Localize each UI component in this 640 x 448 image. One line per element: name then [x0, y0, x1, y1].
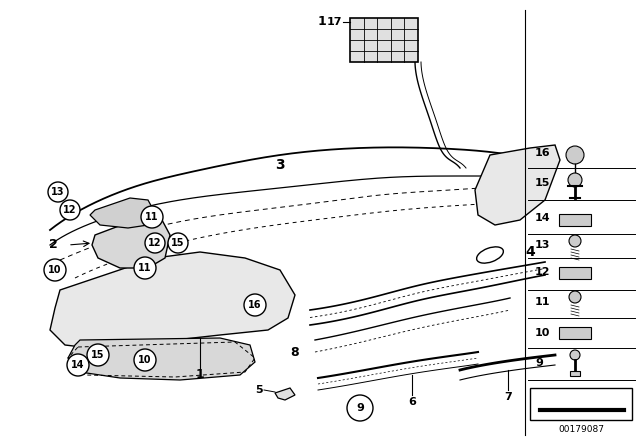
Text: 1: 1 — [318, 15, 327, 28]
Text: 12: 12 — [535, 267, 550, 277]
Text: 5: 5 — [255, 385, 263, 395]
Text: 6: 6 — [408, 397, 416, 407]
Text: 10: 10 — [48, 265, 61, 275]
Circle shape — [569, 291, 581, 303]
Text: 11: 11 — [138, 263, 152, 273]
Circle shape — [48, 182, 68, 202]
Text: 3: 3 — [275, 158, 285, 172]
Circle shape — [244, 294, 266, 316]
Bar — [530, 388, 632, 420]
Circle shape — [569, 235, 581, 247]
Text: 13: 13 — [535, 240, 550, 250]
Text: 17: 17 — [326, 17, 342, 27]
Circle shape — [134, 257, 156, 279]
Text: 13: 13 — [51, 187, 65, 197]
Bar — [350, 18, 418, 62]
Text: 00179087: 00179087 — [558, 426, 604, 435]
Circle shape — [67, 354, 89, 376]
Text: 2: 2 — [49, 238, 58, 251]
Bar — [570, 371, 580, 376]
Text: 11: 11 — [535, 297, 550, 307]
Text: 9: 9 — [535, 358, 543, 368]
Text: 8: 8 — [291, 345, 300, 358]
Polygon shape — [68, 338, 255, 380]
Text: 11: 11 — [145, 212, 159, 222]
Ellipse shape — [477, 247, 504, 263]
Polygon shape — [50, 252, 295, 348]
Text: 7: 7 — [504, 392, 512, 402]
Text: 4: 4 — [525, 245, 535, 259]
Circle shape — [568, 173, 582, 187]
Text: 1: 1 — [196, 369, 204, 382]
Circle shape — [347, 395, 373, 421]
Circle shape — [566, 146, 584, 164]
Text: 10: 10 — [535, 328, 550, 338]
Circle shape — [44, 259, 66, 281]
Text: 14: 14 — [71, 360, 84, 370]
Circle shape — [87, 344, 109, 366]
Text: 10: 10 — [138, 355, 152, 365]
Text: 14: 14 — [535, 213, 550, 223]
Bar — [559, 327, 591, 339]
Polygon shape — [275, 388, 295, 400]
Text: 15: 15 — [172, 238, 185, 248]
Circle shape — [60, 200, 80, 220]
Circle shape — [145, 233, 165, 253]
Polygon shape — [475, 145, 560, 225]
Bar — [559, 267, 591, 279]
Circle shape — [570, 350, 580, 360]
Polygon shape — [90, 198, 155, 228]
Circle shape — [134, 349, 156, 371]
Text: 15: 15 — [92, 350, 105, 360]
Text: 12: 12 — [63, 205, 77, 215]
Text: 12: 12 — [148, 238, 162, 248]
Bar — [559, 214, 591, 226]
Text: 16: 16 — [248, 300, 262, 310]
Circle shape — [141, 206, 163, 228]
Text: 15: 15 — [535, 178, 550, 188]
Text: 9: 9 — [356, 403, 364, 413]
Polygon shape — [92, 218, 170, 268]
Circle shape — [168, 233, 188, 253]
Text: 16: 16 — [535, 148, 550, 158]
